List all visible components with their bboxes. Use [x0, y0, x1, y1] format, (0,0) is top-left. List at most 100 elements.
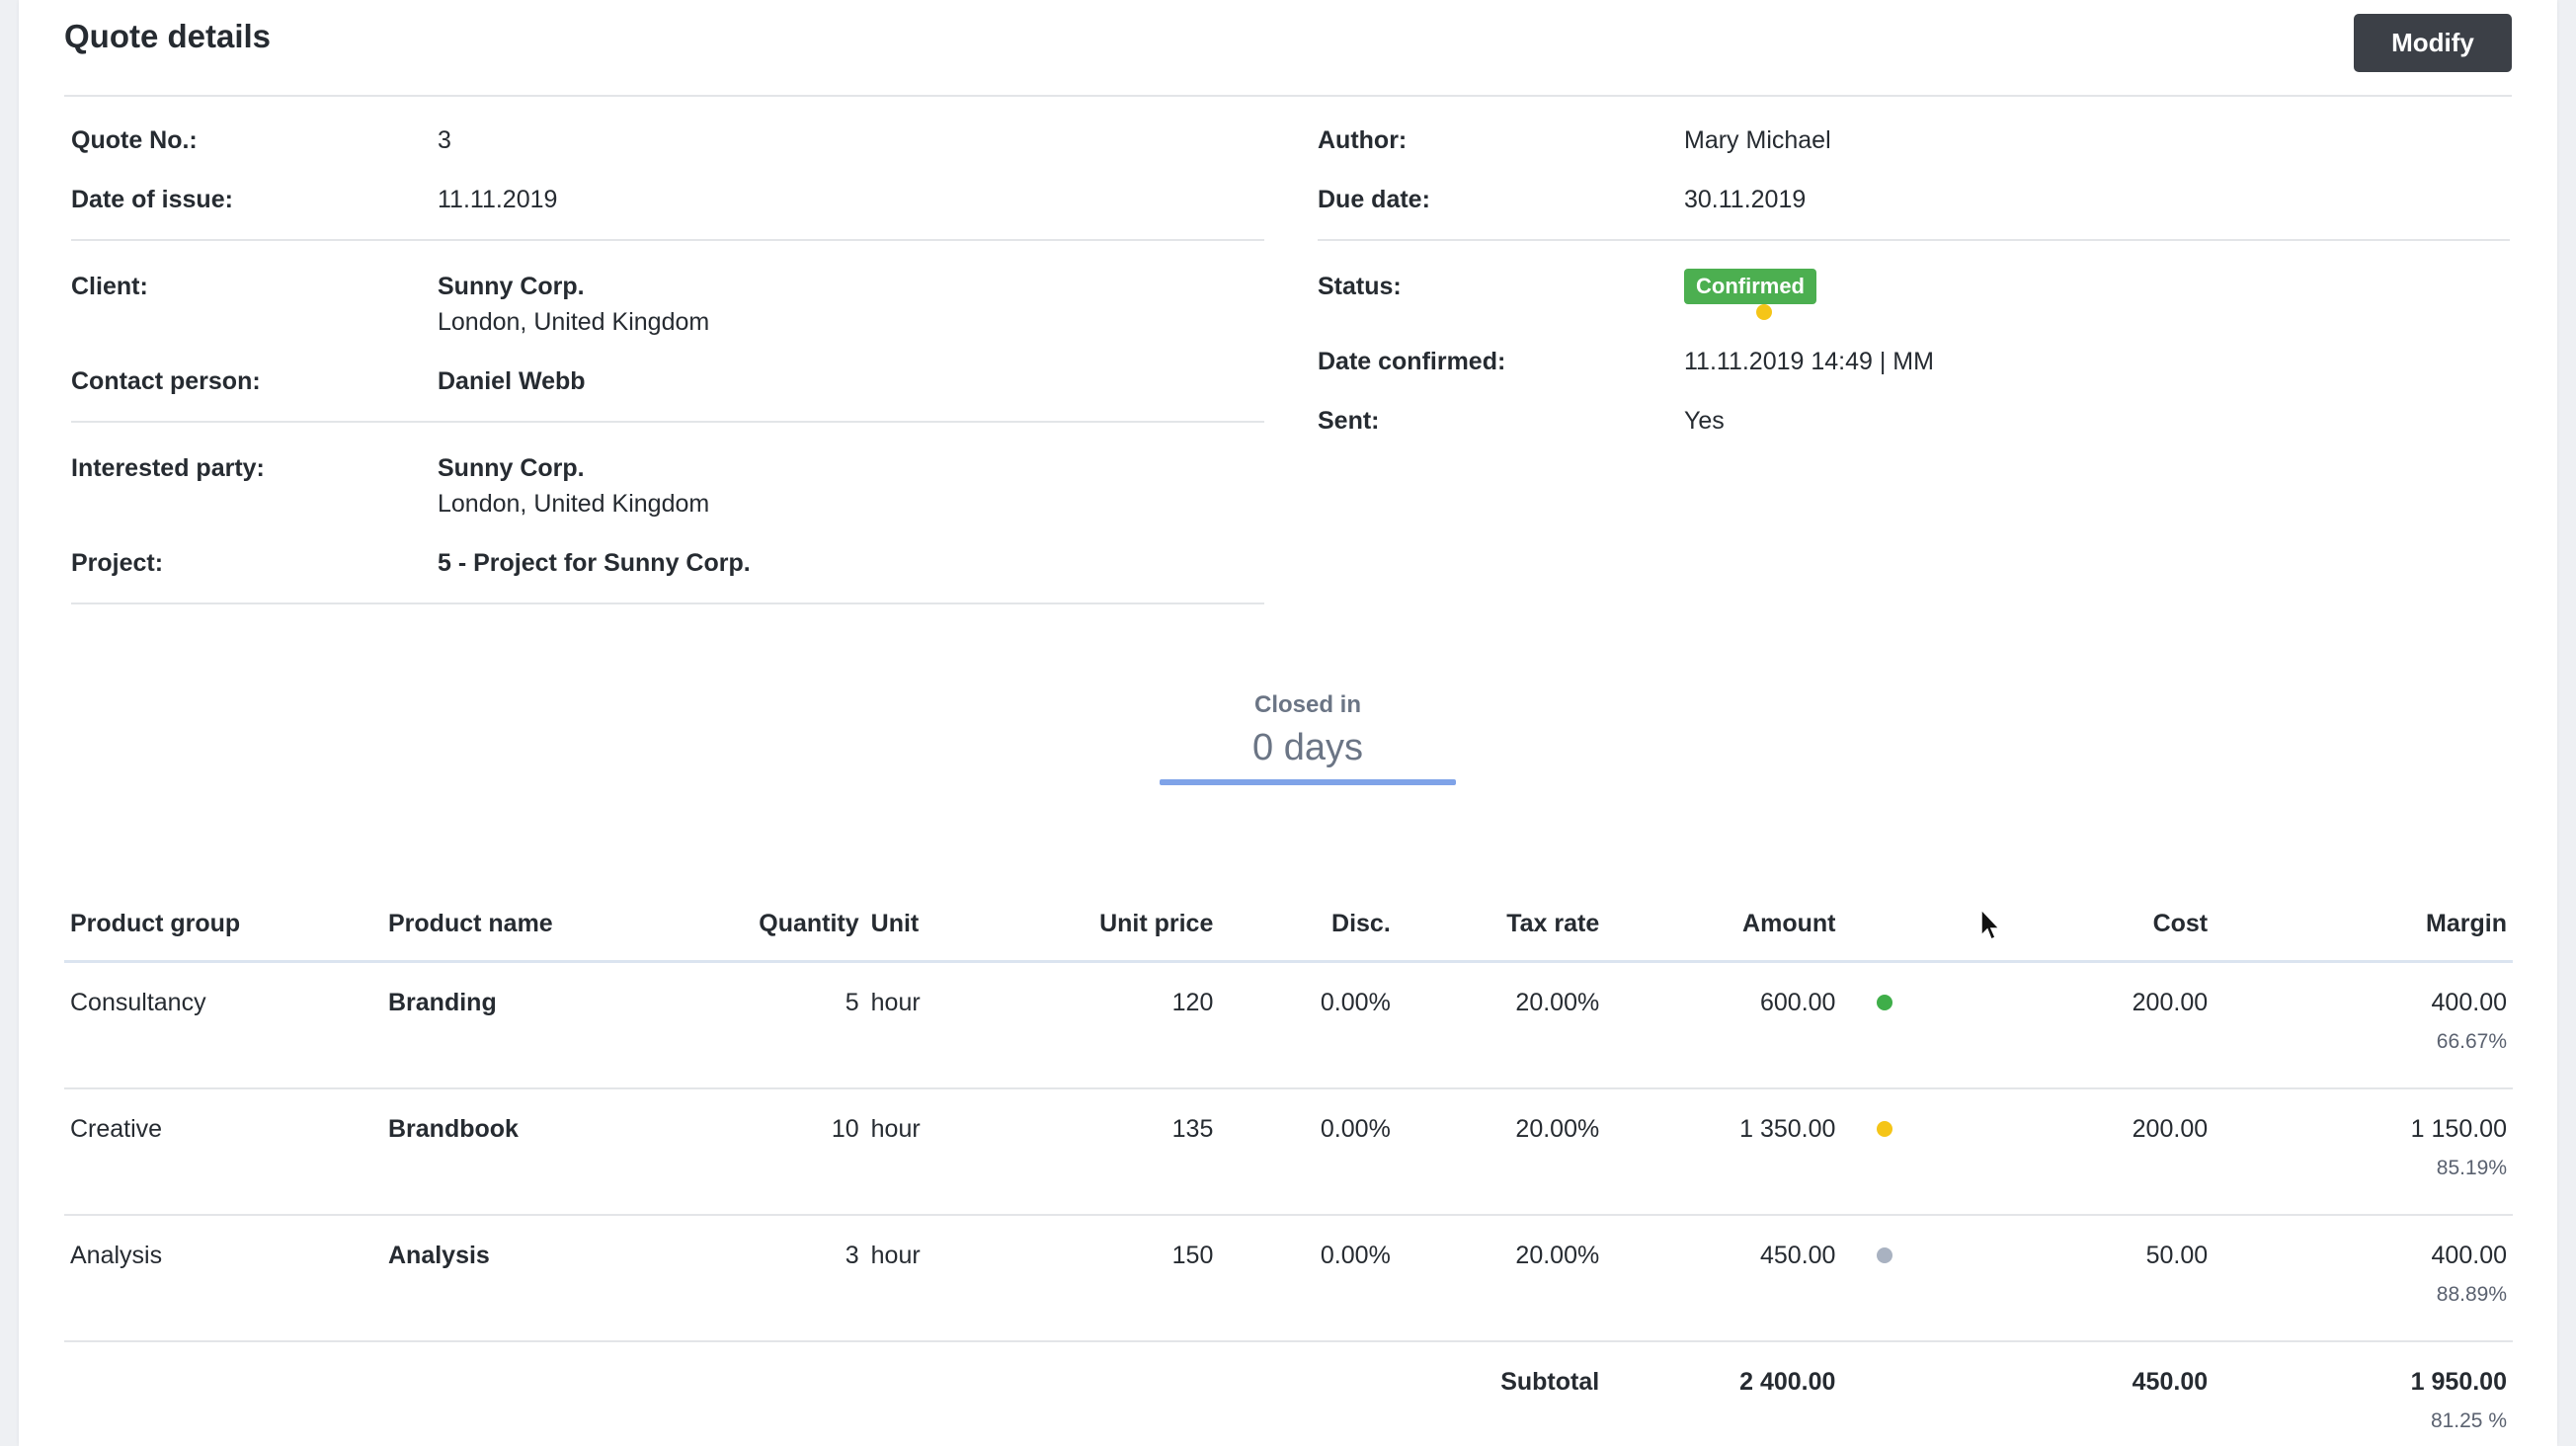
margin-value: 400.00 — [2431, 989, 2507, 1016]
col-quantity[interactable]: Quantity — [716, 887, 865, 963]
margin-value: 1 150.00 — [2410, 1114, 2507, 1143]
quote-info-right: Author: Mary Michael Due date: 30.11.201… — [1318, 95, 2510, 460]
cell-tax-rate: 20.00% — [1515, 989, 1600, 1016]
contact-person-label: Contact person: — [71, 367, 261, 395]
quote-meta-section: Quote No.: 3 Date of issue: 11.11.2019 — [71, 95, 1264, 241]
cell-status-dot — [1841, 962, 1898, 1088]
col-cost[interactable]: Cost — [1898, 887, 2214, 963]
cell-status-dot — [1841, 1215, 1898, 1341]
closed-in-indicator: Closed in 0 days — [1160, 691, 1456, 785]
contact-person-name[interactable]: Daniel Webb — [438, 367, 586, 395]
quote-card: Quote details Modify Quote No.: 3 Date o… — [19, 0, 2557, 1446]
due-date-label: Due date: — [1318, 186, 1430, 213]
subtotal-amount: 2 400.00 — [1739, 1367, 1836, 1396]
table-row[interactable]: Analysis Analysis 3 hour 150 0.00% 20.00… — [64, 1215, 2513, 1341]
margin-percent: 66.67% — [2436, 1030, 2507, 1053]
cell-margin: 400.00 88.89% — [2214, 1215, 2513, 1341]
col-amount[interactable]: Amount — [1605, 887, 1842, 963]
margin-percent: 88.89% — [2436, 1282, 2507, 1306]
cell-cost: 50.00 — [2145, 1241, 2209, 1269]
col-status-dot — [1841, 887, 1899, 963]
client-label: Client: — [71, 273, 148, 300]
status-row: Status: Confirmed — [1318, 269, 2510, 320]
table-row[interactable]: Creative Brandbook 10 hour 135 0.00% 20.… — [64, 1088, 2513, 1215]
cell-product-group: Consultancy — [70, 989, 206, 1016]
sent-row: Sent: Yes — [1318, 403, 2510, 439]
cell-disc: 0.00% — [1320, 1114, 1391, 1143]
col-tax-rate[interactable]: Tax rate — [1396, 887, 1606, 963]
cell-product-name: Analysis — [388, 1241, 490, 1269]
margin-percent: 85.19% — [2436, 1156, 2507, 1179]
col-disc[interactable]: Disc. — [1219, 887, 1397, 963]
date-of-issue-row: Date of issue: 11.11.2019 — [71, 182, 1264, 217]
cell-unit-price: 135 — [1171, 1114, 1214, 1143]
project-label: Project: — [71, 549, 164, 577]
client-name[interactable]: Sunny Corp. — [438, 273, 585, 300]
interested-party-name[interactable]: Sunny Corp. — [438, 454, 585, 482]
cell-product-name: Brandbook — [388, 1114, 519, 1143]
cell-amount: 600.00 — [1759, 989, 1836, 1016]
cell-quantity: 10 — [831, 1114, 859, 1143]
cell-product-group: Creative — [70, 1114, 163, 1143]
client-value: Sunny Corp. London, United Kingdom — [438, 269, 709, 340]
status-dot-icon — [1877, 995, 1893, 1010]
cell-status-dot — [1841, 1088, 1898, 1215]
date-of-issue-label: Date of issue: — [71, 186, 233, 213]
cell-unit-price: 150 — [1171, 1241, 1214, 1269]
quote-items-table: Product group Product name Quantity Unit… — [64, 887, 2513, 1435]
cell-unit: hour — [870, 1114, 921, 1143]
status-label: Status: — [1318, 273, 1402, 300]
project-row: Project: 5 - Project for Sunny Corp. — [71, 545, 1264, 581]
client-location: London, United Kingdom — [438, 308, 710, 336]
quote-no-row: Quote No.: 3 — [71, 122, 1264, 158]
cell-amount: 1 350.00 — [1739, 1114, 1836, 1143]
sent-value: Yes — [1684, 407, 1725, 435]
client-section: Client: Sunny Corp. London, United Kingd… — [71, 241, 1264, 423]
project-link[interactable]: 5 - Project for Sunny Corp. — [438, 549, 751, 577]
interested-party-location: London, United Kingdom — [438, 490, 710, 518]
cell-product-name: Branding — [388, 989, 497, 1016]
cell-amount: 450.00 — [1759, 1241, 1836, 1269]
quote-no-value: 3 — [438, 126, 451, 154]
closed-in-value: 0 days — [1252, 727, 1363, 768]
contact-person-row: Contact person: Daniel Webb — [71, 363, 1264, 399]
status-dot-icon — [1756, 304, 1772, 320]
col-product-group[interactable]: Product group — [64, 887, 382, 963]
due-date-value: 30.11.2019 — [1684, 186, 1807, 213]
author-row: Author: Mary Michael — [1318, 122, 2510, 158]
col-product-name[interactable]: Product name — [382, 887, 717, 963]
contact-person-value: Daniel Webb — [438, 363, 586, 399]
due-date-row: Due date: 30.11.2019 — [1318, 182, 2510, 217]
status-badge: Confirmed — [1684, 269, 1816, 304]
mouse-cursor-icon — [1980, 909, 2001, 941]
interested-party-row: Interested party: Sunny Corp. London, Un… — [71, 450, 1264, 522]
table-header-row: Product group Product name Quantity Unit… — [64, 887, 2513, 963]
cell-unit: hour — [870, 989, 921, 1016]
cell-cost: 200.00 — [2132, 989, 2209, 1016]
col-margin[interactable]: Margin — [2214, 887, 2513, 963]
table-row[interactable]: Consultancy Branding 5 hour 120 0.00% 20… — [64, 962, 2513, 1088]
project-value: 5 - Project for Sunny Corp. — [438, 545, 751, 581]
cell-disc: 0.00% — [1320, 1241, 1391, 1269]
cell-disc: 0.00% — [1320, 989, 1391, 1016]
cell-unit-price: 120 — [1171, 989, 1214, 1016]
status-section: Status: Confirmed Date confirmed: 11.11.… — [1318, 241, 2510, 460]
cell-cost: 200.00 — [2132, 1114, 2209, 1143]
sent-label: Sent: — [1318, 407, 1380, 435]
date-confirmed-label: Date confirmed: — [1318, 348, 1506, 375]
modify-button[interactable]: Modify — [2354, 14, 2512, 72]
author-section: Author: Mary Michael Due date: 30.11.201… — [1318, 95, 2510, 241]
col-unit[interactable]: Unit — [864, 887, 1042, 963]
cell-quantity: 3 — [845, 1241, 859, 1269]
status-value: Confirmed — [1684, 269, 1816, 320]
subtotal-margin-percent: 81.25 % — [2430, 1408, 2507, 1432]
closed-in-bar — [1160, 779, 1456, 785]
closed-in-label: Closed in — [1253, 691, 1361, 718]
interested-party-label: Interested party: — [71, 454, 265, 482]
subtotal-row: Subtotal 2 400.00 450.00 1 950.00 81.25 … — [64, 1341, 2513, 1435]
col-unit-price[interactable]: Unit price — [1041, 887, 1220, 963]
subtotal-label: Subtotal — [1500, 1367, 1600, 1396]
cell-margin: 1 150.00 85.19% — [2214, 1088, 2513, 1215]
subtotal-margin-value: 1 950.00 — [2410, 1367, 2507, 1396]
cell-product-group: Analysis — [70, 1241, 163, 1269]
